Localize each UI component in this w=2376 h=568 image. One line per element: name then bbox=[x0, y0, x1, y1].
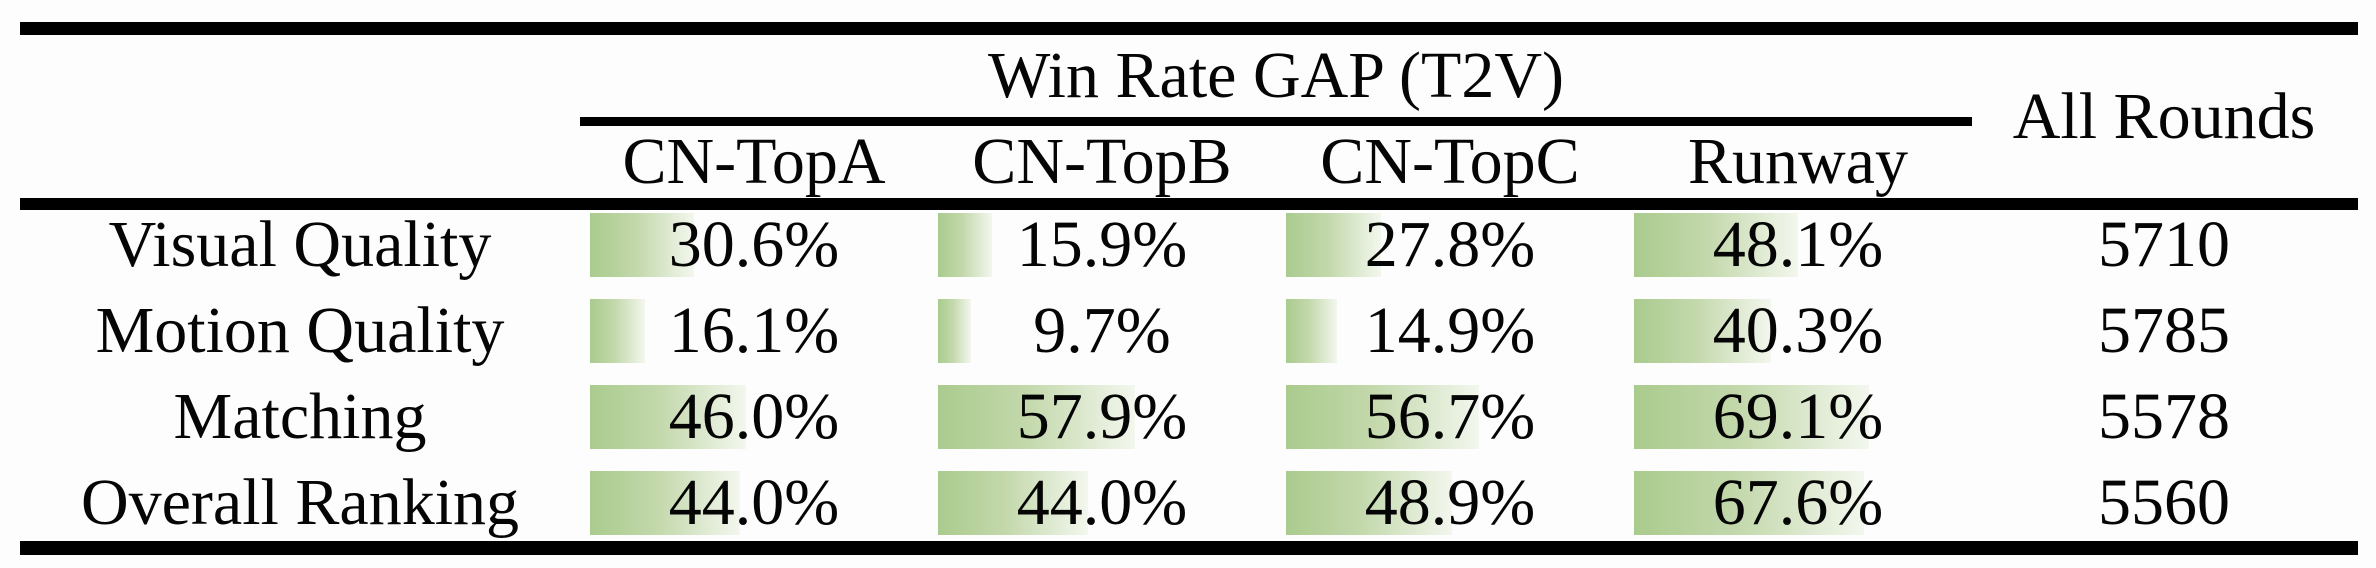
header-bottom-rule bbox=[20, 198, 2358, 210]
win-rate-bar bbox=[590, 299, 645, 363]
data-cell: 15.9% bbox=[928, 202, 1276, 288]
group-header-win-rate-gap: Win Rate GAP (T2V) bbox=[988, 39, 1564, 112]
data-cell: 14.9% bbox=[1276, 288, 1624, 374]
data-cell: 46.0% bbox=[580, 374, 928, 460]
win-rate-value: 67.6% bbox=[1712, 466, 1884, 539]
row-label: Overall Ranking bbox=[80, 466, 520, 539]
bottom-rule bbox=[20, 541, 2358, 555]
win-rate-bar bbox=[1286, 299, 1337, 363]
column-header-all-rounds: All Rounds bbox=[2012, 79, 2316, 153]
column-header-cn-topb: CN-TopB bbox=[972, 125, 1232, 198]
win-rate-value: 15.9% bbox=[1016, 208, 1188, 281]
win-rate-bar bbox=[938, 299, 971, 363]
table-row-motion-quality: Motion Quality 16.1% 9.7% 14.9% 40.3% 57… bbox=[0, 288, 2376, 374]
win-rate-value: 56.7% bbox=[1364, 380, 1536, 453]
all-rounds-value: 5785 bbox=[2098, 294, 2230, 367]
win-rate-bar bbox=[1286, 471, 1453, 535]
win-rate-bar bbox=[938, 471, 1088, 535]
column-header-cn-topc: CN-TopC bbox=[1320, 125, 1580, 198]
top-rule bbox=[20, 22, 2358, 35]
win-rate-value: 57.9% bbox=[1016, 380, 1188, 453]
win-rate-bar bbox=[938, 213, 993, 277]
win-rate-value: 9.7% bbox=[1033, 294, 1171, 367]
row-label: Visual Quality bbox=[108, 208, 492, 281]
data-cell: 16.1% bbox=[580, 288, 928, 374]
win-rate-bar bbox=[1286, 213, 1381, 277]
data-cell: 44.0% bbox=[928, 460, 1276, 546]
data-cell: 44.0% bbox=[580, 460, 928, 546]
table-row-overall-ranking: Overall Ranking 44.0% 44.0% 48.9% 67.6% … bbox=[0, 460, 2376, 546]
win-rate-value: 14.9% bbox=[1364, 294, 1536, 367]
all-rounds-value: 5710 bbox=[2098, 208, 2230, 281]
column-header-cn-topa: CN-TopA bbox=[622, 125, 886, 198]
win-rate-value: 27.8% bbox=[1364, 208, 1536, 281]
win-rate-value: 48.1% bbox=[1712, 208, 1884, 281]
all-rounds-value: 5560 bbox=[2098, 466, 2230, 539]
win-rate-value: 40.3% bbox=[1712, 294, 1884, 367]
data-cell: 30.6% bbox=[580, 202, 928, 288]
data-cell: 67.6% bbox=[1624, 460, 1972, 546]
win-rate-value: 48.9% bbox=[1364, 466, 1536, 539]
win-rate-bar bbox=[590, 385, 747, 449]
win-rate-value: 69.1% bbox=[1712, 380, 1884, 453]
data-cell: 56.7% bbox=[1276, 374, 1624, 460]
data-cell: 9.7% bbox=[928, 288, 1276, 374]
win-rate-bar bbox=[1634, 385, 1869, 449]
data-cell: 69.1% bbox=[1624, 374, 1972, 460]
row-label: Matching bbox=[173, 380, 427, 453]
win-rate-bar bbox=[590, 471, 740, 535]
win-rate-value: 30.6% bbox=[668, 208, 840, 281]
row-label: Motion Quality bbox=[95, 294, 505, 367]
win-rate-value: 16.1% bbox=[668, 294, 840, 367]
data-cell: 48.9% bbox=[1276, 460, 1624, 546]
data-cell: 48.1% bbox=[1624, 202, 1972, 288]
win-rate-value: 44.0% bbox=[668, 466, 840, 539]
win-rate-bar bbox=[1286, 385, 1479, 449]
win-rate-bar bbox=[1634, 213, 1798, 277]
data-cell: 40.3% bbox=[1624, 288, 1972, 374]
win-rate-bar bbox=[590, 213, 695, 277]
table-row-visual-quality: Visual Quality 30.6% 15.9% 27.8% 48.1% 5… bbox=[0, 202, 2376, 288]
column-header-runway: Runway bbox=[1688, 125, 1908, 198]
table-row-matching: Matching 46.0% 57.9% 56.7% 69.1% 5578 bbox=[0, 374, 2376, 460]
win-rate-bar bbox=[1634, 471, 1864, 535]
all-rounds-value: 5578 bbox=[2098, 380, 2230, 453]
win-rate-bar bbox=[1634, 299, 1772, 363]
data-cell: 57.9% bbox=[928, 374, 1276, 460]
group-header-rule bbox=[580, 117, 1972, 126]
data-cell: 27.8% bbox=[1276, 202, 1624, 288]
win-rate-bar bbox=[938, 385, 1135, 449]
win-rate-value: 44.0% bbox=[1016, 466, 1188, 539]
win-rate-value: 46.0% bbox=[668, 380, 840, 453]
